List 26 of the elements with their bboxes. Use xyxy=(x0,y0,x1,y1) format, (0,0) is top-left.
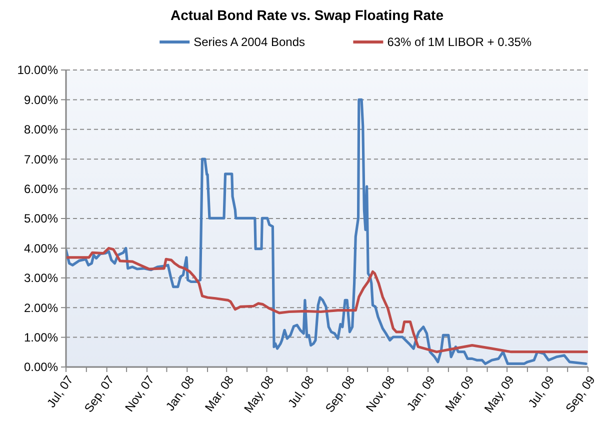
line-series xyxy=(66,246,588,354)
x-tick-label: Sep, 07 xyxy=(82,372,117,416)
x-tick-label: Jul, 08 xyxy=(285,372,318,410)
y-tick-label: 3.00% xyxy=(24,271,58,286)
y-tick-label: 8.00% xyxy=(24,122,58,137)
x-tick-label: Mar, 09 xyxy=(442,372,477,414)
y-tick-label: 6.00% xyxy=(24,182,58,196)
y-tick-label: 4.00% xyxy=(24,241,58,256)
y-tick-label: 1.00% xyxy=(24,330,58,344)
line-series xyxy=(66,98,588,366)
x-tick-label: Sep, 09 xyxy=(562,372,598,416)
y-tick-label: 10.00% xyxy=(17,63,58,78)
x-tick-label: Jan, 09 xyxy=(404,372,438,414)
y-tick-label: 2.00% xyxy=(24,300,58,315)
y-tick-label: 0.00% xyxy=(24,360,58,374)
y-tick-label: 9.00% xyxy=(24,92,58,107)
legend-label: 63% of 1M LIBOR + 0.35% xyxy=(387,35,532,49)
x-tick-label: Jul, 09 xyxy=(525,372,558,410)
x-tick-label: Jul, 07 xyxy=(44,372,76,410)
x-tick-label: Sep, 08 xyxy=(322,372,358,416)
chart-title: Actual Bond Rate vs. Swap Floating Rate xyxy=(170,7,444,23)
y-tick-label: 7.00% xyxy=(24,152,58,166)
legend-label: Series A 2004 Bonds xyxy=(194,35,306,49)
x-tick-label: Jan, 08 xyxy=(162,372,198,414)
x-tick-label: Mar, 08 xyxy=(202,372,237,414)
y-tick-label: 5.00% xyxy=(24,212,58,226)
